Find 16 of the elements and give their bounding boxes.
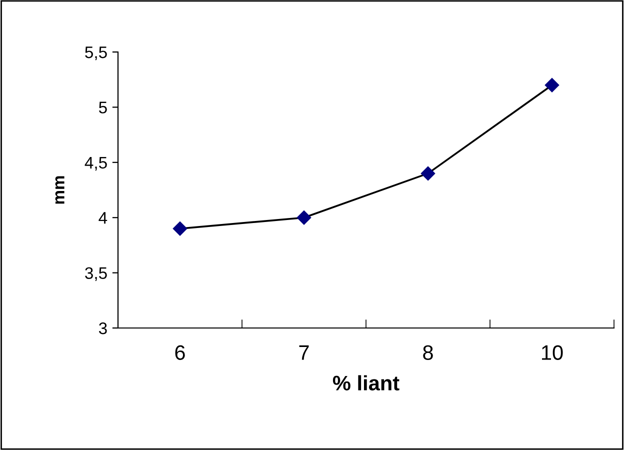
y-tick-label: 5,5: [85, 46, 107, 60]
point: [420, 166, 436, 181]
point: [296, 210, 312, 225]
point: [544, 78, 560, 92]
point: [172, 222, 188, 236]
x-tick-label: 6: [175, 345, 185, 360]
y-axis-title: mm: [55, 176, 64, 204]
x-axis-title: % liant: [332, 375, 400, 390]
x-tick-label: 7: [299, 345, 309, 360]
y-tick-label: 4,5: [84, 156, 107, 171]
x-tick-label: 8: [423, 345, 433, 360]
x-tick-label: 10: [542, 345, 563, 360]
y-tick-label: 3,5: [85, 267, 107, 281]
y-tick-label: 5: [98, 102, 107, 114]
y-tick-label: 4: [98, 212, 108, 224]
y-tick-label: 3: [98, 322, 107, 334]
